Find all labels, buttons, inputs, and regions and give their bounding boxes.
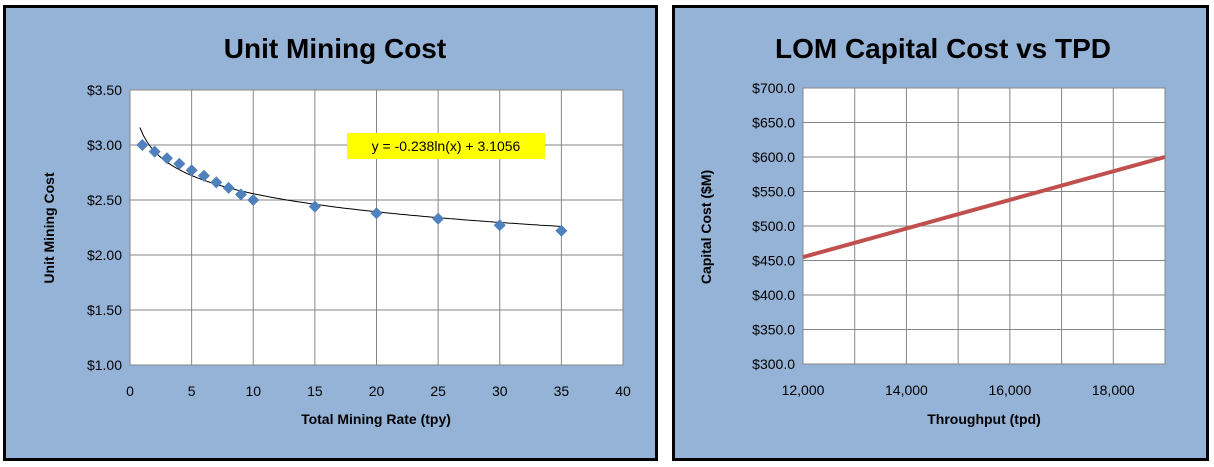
trendline-equation: y = -0.238ln(x) + 3.1056 — [372, 138, 521, 154]
y-tick-label: $300.0 — [752, 356, 795, 372]
chart-title: LOM Capital Cost vs TPD — [775, 33, 1111, 64]
data-point — [148, 145, 161, 158]
data-point — [493, 219, 506, 232]
x-tick-label: 25 — [430, 383, 446, 399]
data-point — [173, 157, 186, 170]
x-tick-label: 5 — [188, 383, 196, 399]
x-axis-label: Throughput (tpd) — [927, 411, 1041, 427]
trendline-equation-box — [347, 133, 545, 159]
data-point — [308, 200, 321, 213]
y-tick-label: $3.50 — [87, 82, 122, 98]
data-point — [160, 152, 173, 165]
y-tick-label: $550.0 — [752, 184, 795, 200]
y-tick-label: $450.0 — [752, 253, 795, 269]
y-axis-label: Unit Mining Cost — [41, 172, 57, 284]
data-point — [136, 139, 149, 151]
x-tick-label: 15 — [307, 383, 323, 399]
x-axis-label: Total Mining Rate (tpy) — [301, 411, 451, 427]
y-tick-label: $350.0 — [752, 322, 795, 338]
y-tick-label: $2.00 — [87, 247, 122, 263]
trendline — [139, 127, 562, 227]
data-point — [247, 194, 260, 206]
y-tick-label: $500.0 — [752, 218, 795, 234]
chart-title: Unit Mining Cost — [224, 33, 446, 64]
x-tick-label: 14,000 — [885, 382, 928, 398]
x-tick-label: 0 — [126, 383, 134, 399]
x-tick-label: 20 — [369, 383, 385, 399]
data-point — [210, 176, 223, 189]
y-tick-label: $400.0 — [752, 287, 795, 303]
data-point — [222, 181, 235, 194]
x-tick-label: 12,000 — [782, 382, 825, 398]
capital-cost-svg: LOM Capital Cost vs TPD 12,000 14,000 16,0… — [698, 33, 1166, 427]
y-tick-label: $2.50 — [87, 192, 122, 208]
data-point — [370, 207, 383, 220]
data-point — [197, 169, 210, 182]
y-tick-label: $1.50 — [87, 302, 122, 318]
data-point — [555, 224, 568, 237]
data-point — [234, 188, 247, 201]
x-tick-label: 16,000 — [988, 382, 1031, 398]
y-tick-label: $1.00 — [87, 357, 122, 373]
data-point — [185, 164, 198, 177]
series-line — [802, 155, 1166, 260]
x-tick-label: 35 — [554, 383, 570, 399]
x-tick-label: 18,000 — [1092, 382, 1135, 398]
y-tick-label: $650.0 — [752, 115, 795, 131]
y-tick-label: $700.0 — [752, 80, 795, 96]
capital-cost-chart: LOM Capital Cost vs TPD 12,000 14,000 16,0… — [672, 5, 1209, 461]
x-tick-label: 10 — [245, 383, 261, 399]
y-axis-label: Capital Cost ($M) — [698, 170, 714, 284]
x-tick-label: 30 — [492, 383, 508, 399]
y-tick-label: $600.0 — [752, 149, 795, 165]
y-tick-label: $3.00 — [87, 137, 122, 153]
unit-mining-cost-svg: Unit Mining Cost 0 5 10 15 20 25 30 35 40 $1.00 $… — [41, 33, 631, 427]
unit-mining-cost-chart: Unit Mining Cost 0 5 10 15 20 25 30 35 40 $1.00 $… — [3, 5, 658, 461]
data-point — [432, 212, 445, 225]
x-tick-label: 40 — [615, 383, 631, 399]
